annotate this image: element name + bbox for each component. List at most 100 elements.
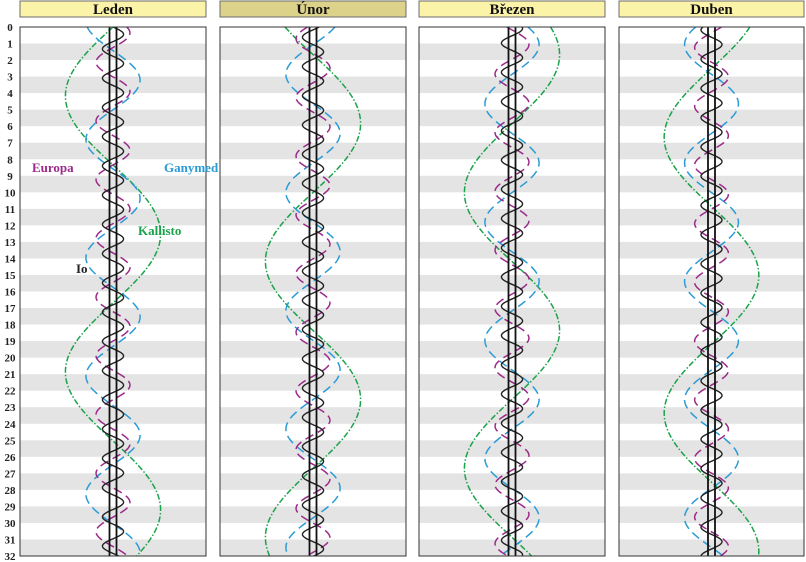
y-tick-label: 23 [5, 402, 17, 414]
y-tick-label: 8 [7, 154, 13, 166]
y-tick-label: 4 [7, 88, 13, 100]
shaded-row [419, 175, 605, 193]
shaded-row [619, 506, 804, 523]
series-io-line [500, 27, 524, 556]
shaded-row [619, 539, 804, 556]
panel-frame [19, 26, 207, 557]
panel-frame [219, 26, 407, 557]
annotation-ganymed: Ganymed [164, 160, 219, 175]
panel-frame [618, 26, 805, 557]
y-tick-label: 19 [5, 336, 17, 348]
panel-header-bg [618, 0, 805, 18]
moon-annotations: Europa Ganymed Kallisto Io [32, 160, 219, 276]
shaded-row [419, 241, 605, 259]
shaded-row [20, 374, 206, 391]
shaded-row [220, 341, 406, 358]
panel-month-label: Březen [490, 2, 536, 18]
y-tick-label: 21 [5, 369, 16, 381]
moon-curves [663, 27, 760, 556]
panel-header: Duben [618, 0, 805, 18]
y-tick-label: 16 [5, 287, 17, 299]
shaded-row [619, 76, 804, 94]
panel-month-label: Únor [296, 1, 330, 18]
series-ganymed-line [85, 27, 141, 556]
series-io-line [700, 27, 723, 556]
panel-month-label: Leden [93, 2, 134, 18]
y-tick-label: 31 [5, 534, 16, 546]
y-tick-label: 22 [5, 386, 17, 398]
y-tick-label: 6 [7, 121, 13, 133]
shaded-row [619, 407, 804, 424]
shaded-row [220, 440, 406, 457]
y-tick-label: 30 [5, 518, 17, 530]
y-tick-label: 15 [5, 270, 17, 282]
shaded-row [20, 43, 206, 61]
row-shading [220, 43, 406, 556]
shaded-row [619, 440, 804, 457]
shaded-row [419, 506, 605, 523]
y-tick-label: 24 [5, 419, 17, 431]
y-tick-label: 17 [5, 303, 17, 315]
shaded-row [220, 308, 406, 325]
series-ganymed-line [285, 27, 341, 556]
shaded-row [220, 175, 406, 193]
shaded-row [419, 43, 605, 61]
row-shading [419, 43, 605, 556]
shaded-row [220, 142, 406, 160]
panel-header: Únor [219, 0, 407, 18]
y-axis-ticks: 0123456789101112131415161718192021222324… [5, 22, 17, 562]
y-tick-label: 26 [5, 452, 17, 464]
shaded-row [220, 374, 406, 391]
panel-2: Únor [219, 0, 407, 557]
y-tick-label: 13 [5, 237, 17, 249]
shaded-row [419, 274, 605, 292]
y-tick-label: 27 [5, 468, 17, 480]
y-tick-label: 32 [5, 551, 17, 562]
shaded-row [20, 308, 206, 325]
panel-month-label: Duben [690, 2, 733, 18]
shaded-row [619, 274, 804, 292]
shaded-row [220, 76, 406, 94]
shaded-row [20, 473, 206, 490]
shaded-row [20, 274, 206, 292]
shaded-row [20, 440, 206, 457]
panel-4: Duben [618, 0, 805, 557]
y-tick-label: 20 [5, 353, 17, 365]
shaded-row [619, 374, 804, 391]
shaded-row [20, 109, 206, 127]
shaded-row [419, 341, 605, 358]
y-tick-label: 12 [5, 220, 17, 232]
annotation-europa: Europa [32, 160, 74, 175]
shaded-row [20, 539, 206, 556]
shaded-row [220, 407, 406, 424]
y-tick-label: 14 [5, 253, 17, 265]
shaded-row [220, 274, 406, 292]
y-tick-label: 9 [7, 171, 13, 183]
shaded-row [20, 241, 206, 259]
shaded-row [220, 506, 406, 523]
shaded-row [20, 407, 206, 424]
y-tick-label: 25 [5, 435, 17, 447]
y-tick-label: 18 [5, 320, 17, 332]
y-tick-label: 1 [7, 39, 13, 51]
shaded-row [619, 241, 804, 259]
y-tick-label: 29 [5, 501, 17, 513]
row-shading [20, 43, 206, 556]
panel-header-bg [418, 0, 606, 18]
shaded-row [220, 43, 406, 61]
series-kallisto-line [463, 27, 561, 556]
y-tick-label: 10 [5, 187, 17, 199]
series-kallisto-line [64, 27, 162, 556]
shaded-row [419, 308, 605, 325]
series-ganymed-line [683, 27, 740, 556]
shaded-row [220, 473, 406, 490]
panel-header: Leden [19, 0, 207, 18]
shaded-row [20, 175, 206, 193]
panel-frame [418, 26, 606, 557]
annotation-io: Io [76, 261, 88, 276]
y-tick-label: 3 [7, 72, 13, 84]
shaded-row [419, 473, 605, 490]
y-tick-label: 0 [7, 22, 13, 34]
shaded-row [20, 142, 206, 160]
panel-header-bg [19, 0, 207, 18]
